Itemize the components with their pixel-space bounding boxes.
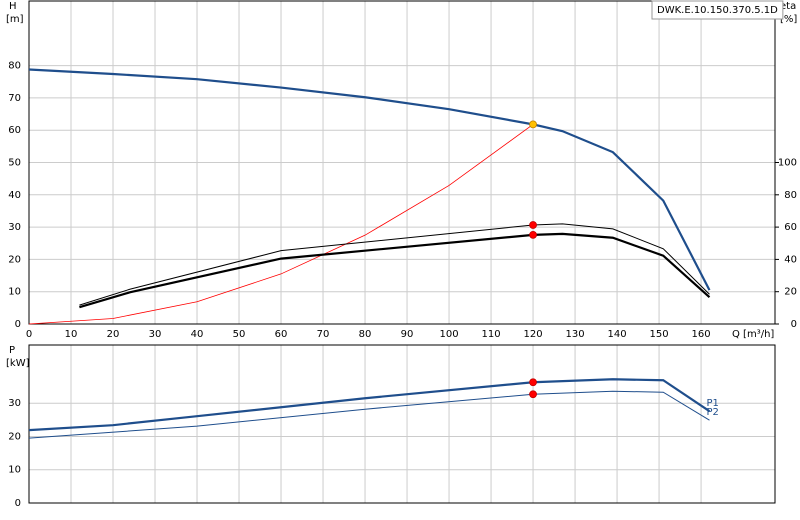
x-tick-label: 60 — [275, 329, 288, 340]
x-tick-label: 0 — [26, 329, 32, 340]
curve — [79, 232, 711, 309]
x-tick-label: 100 — [439, 329, 458, 340]
y2-tick-label: 0 — [791, 319, 797, 330]
operating-point — [529, 230, 537, 239]
x-tick-label: 140 — [608, 329, 627, 340]
y-tick-label: 80 — [8, 61, 21, 72]
operating-point — [529, 120, 537, 129]
x-tick-label: 10 — [65, 329, 78, 340]
x-tick-label: 20 — [107, 329, 120, 340]
y-tick-label: 30 — [8, 398, 21, 409]
y-tick-label: 20 — [8, 254, 21, 265]
x-tick-label: 40 — [191, 329, 204, 340]
chart-title: DWK.E.10.150.370.5.1D — [657, 5, 778, 16]
x-tick-label: 160 — [692, 329, 711, 340]
legend-label: P1 — [706, 398, 718, 409]
operating-point — [529, 378, 537, 387]
x-tick-label: 80 — [359, 329, 372, 340]
operating-point — [529, 390, 537, 399]
y-tick-label: 10 — [8, 287, 21, 298]
curve — [79, 223, 710, 306]
operating-point — [529, 221, 537, 229]
y2-tick-label: 80 — [784, 190, 797, 201]
y-tick-label: 40 — [8, 190, 21, 201]
plot-frame — [28, 0, 776, 325]
y2-axis-unit: [%] — [780, 14, 797, 25]
y2-axis-label: eta — [780, 1, 796, 12]
y-tick-label: 50 — [8, 158, 21, 169]
y-axis-label: H — [9, 1, 17, 12]
x-tick-label: 130 — [566, 329, 585, 340]
y2-tick-label: 100 — [778, 158, 797, 169]
x-tick-label: 110 — [482, 329, 501, 340]
legend-label: P2 — [706, 407, 718, 418]
y-tick-label: 0 — [15, 319, 21, 330]
y-axis-label: P — [9, 345, 15, 356]
x-tick-label: 120 — [524, 329, 543, 340]
y-tick-label: 10 — [8, 465, 21, 476]
curve — [28, 378, 711, 432]
curve — [28, 124, 534, 325]
y-tick-label: 0 — [15, 498, 21, 509]
x-tick-label: 90 — [401, 329, 414, 340]
y-tick-label: 70 — [8, 93, 21, 104]
y2-tick-label: 20 — [784, 287, 797, 298]
x-tick-label: 30 — [149, 329, 162, 340]
x-tick-label: 150 — [650, 329, 669, 340]
y2-tick-label: 60 — [784, 222, 797, 233]
y-axis-unit: [kW] — [6, 358, 30, 369]
plot-frame — [28, 344, 776, 504]
curve — [28, 68, 711, 291]
x-axis-label: Q [m³/h] — [732, 329, 774, 340]
y-tick-label: 30 — [8, 222, 21, 233]
x-tick-label: 50 — [233, 329, 246, 340]
y-tick-label: 20 — [8, 431, 21, 442]
x-tick-label: 70 — [317, 329, 330, 340]
y-tick-label: 60 — [8, 125, 21, 136]
y2-tick-label: 40 — [784, 254, 797, 265]
y-axis-unit: [m] — [6, 14, 24, 25]
title-box — [651, 0, 784, 20]
